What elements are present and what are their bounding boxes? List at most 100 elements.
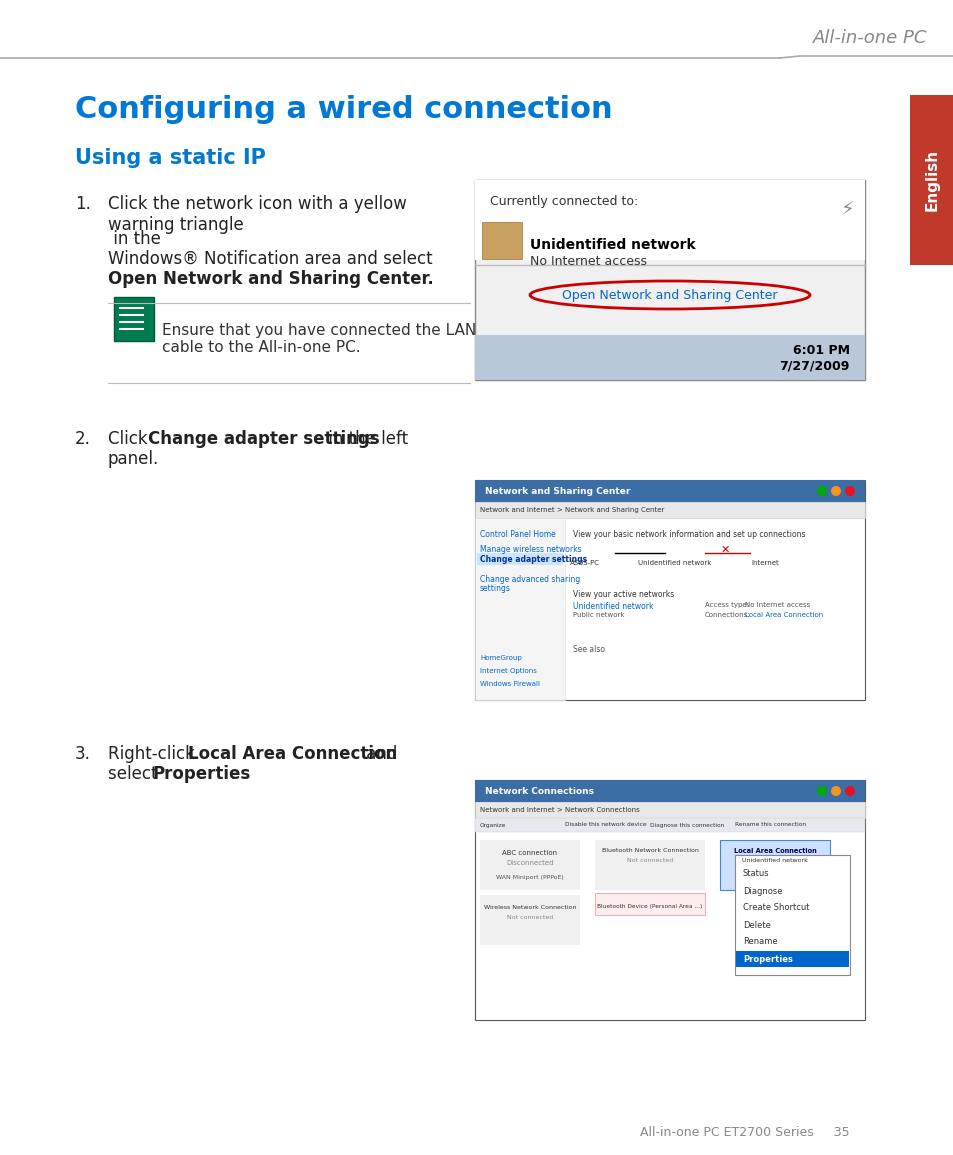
- Text: Wireless Network Connection: Wireless Network Connection: [483, 906, 576, 910]
- Text: select: select: [108, 765, 163, 783]
- Text: Click: Click: [108, 430, 152, 448]
- Text: View your active networks: View your active networks: [573, 590, 674, 599]
- Text: See also: See also: [573, 644, 604, 654]
- Text: Disconnected: Disconnected: [506, 860, 553, 866]
- Text: Local Area Connection: Local Area Connection: [188, 745, 396, 763]
- Bar: [475, 517, 564, 700]
- Bar: [475, 480, 864, 502]
- Circle shape: [816, 787, 826, 796]
- Text: Open Network and Sharing Center: Open Network and Sharing Center: [561, 289, 777, 301]
- Text: 2.: 2.: [75, 430, 91, 448]
- Circle shape: [816, 486, 826, 495]
- Text: Public network: Public network: [573, 612, 624, 618]
- Text: Using a static IP: Using a static IP: [75, 148, 266, 167]
- Text: Network and Internet > Network Connections: Network and Internet > Network Connectio…: [479, 807, 639, 813]
- Text: Ensure that you have connected the LAN
cable to the All-in-one PC.: Ensure that you have connected the LAN c…: [162, 323, 476, 356]
- Text: Right-click: Right-click: [108, 745, 200, 763]
- Text: 7/27/2009: 7/27/2009: [779, 359, 849, 373]
- Text: Network Connections: Network Connections: [484, 787, 594, 796]
- Text: Currently connected to:: Currently connected to:: [490, 195, 638, 208]
- Circle shape: [830, 787, 841, 796]
- Text: in the: in the: [108, 230, 161, 248]
- Text: Connections:: Connections:: [704, 612, 750, 618]
- Bar: [475, 502, 864, 517]
- Text: 6:01 PM: 6:01 PM: [792, 343, 849, 357]
- Text: Delete: Delete: [742, 921, 770, 930]
- Text: Click the network icon with a yellow
warning triangle: Click the network icon with a yellow war…: [108, 195, 406, 233]
- Text: Unidentified network: Unidentified network: [638, 560, 711, 566]
- Text: ✕: ✕: [720, 545, 729, 556]
- Text: English: English: [923, 149, 939, 211]
- Text: Local Area Connection: Local Area Connection: [733, 848, 816, 854]
- Text: Open Network and Sharing Center.: Open Network and Sharing Center.: [108, 270, 434, 288]
- Text: Control Panel Home: Control Panel Home: [479, 530, 556, 539]
- FancyBboxPatch shape: [720, 840, 829, 891]
- Circle shape: [830, 486, 841, 495]
- Text: Network and Sharing Center: Network and Sharing Center: [484, 486, 630, 495]
- Text: 1.: 1.: [75, 195, 91, 213]
- Text: and: and: [360, 745, 397, 763]
- FancyBboxPatch shape: [734, 855, 849, 975]
- Text: Properties: Properties: [152, 765, 251, 783]
- Text: Manage wireless networks: Manage wireless networks: [479, 545, 581, 554]
- Text: View your basic network information and set up connections: View your basic network information and …: [573, 530, 804, 539]
- Text: .: .: [230, 765, 235, 783]
- Text: Diagnose this connection: Diagnose this connection: [649, 822, 723, 827]
- Bar: [735, 951, 848, 967]
- Bar: [475, 802, 864, 818]
- Text: Change adapter settings: Change adapter settings: [148, 430, 379, 448]
- Text: Windows Firewall: Windows Firewall: [479, 681, 539, 687]
- Text: Local Area Connection: Local Area Connection: [744, 612, 822, 618]
- FancyBboxPatch shape: [481, 222, 521, 259]
- Text: Configuring a wired connection: Configuring a wired connection: [75, 95, 612, 124]
- Text: Properties: Properties: [742, 954, 792, 963]
- FancyBboxPatch shape: [595, 840, 704, 891]
- Circle shape: [844, 486, 854, 495]
- Text: Internet Options: Internet Options: [479, 668, 537, 675]
- Text: Windows® Notification area and select: Windows® Notification area and select: [108, 249, 432, 268]
- FancyBboxPatch shape: [113, 297, 153, 341]
- FancyBboxPatch shape: [476, 553, 562, 565]
- Text: Unidentified network: Unidentified network: [573, 602, 653, 611]
- FancyBboxPatch shape: [479, 840, 579, 891]
- Text: Change advanced sharing: Change advanced sharing: [479, 575, 579, 584]
- FancyBboxPatch shape: [475, 180, 864, 380]
- Text: Bluetooth Network Connection: Bluetooth Network Connection: [601, 848, 698, 854]
- Text: Not connected: Not connected: [506, 915, 553, 921]
- Bar: [475, 818, 864, 832]
- Text: ABC connection: ABC connection: [502, 850, 557, 856]
- Text: Create Shortcut: Create Shortcut: [742, 903, 809, 912]
- Circle shape: [844, 787, 854, 796]
- Text: Unidentified network: Unidentified network: [530, 238, 695, 252]
- Text: All-in-one PC ET2700 Series     35: All-in-one PC ET2700 Series 35: [639, 1126, 849, 1140]
- Text: HomeGroup: HomeGroup: [479, 655, 521, 661]
- FancyBboxPatch shape: [475, 480, 864, 700]
- FancyBboxPatch shape: [595, 893, 704, 915]
- Text: Rename: Rename: [742, 938, 777, 946]
- Text: No Internet access: No Internet access: [744, 602, 809, 608]
- Text: Status: Status: [742, 870, 769, 879]
- FancyBboxPatch shape: [475, 780, 864, 1020]
- Text: Unidentified network: Unidentified network: [741, 858, 807, 863]
- Text: in the left: in the left: [323, 430, 408, 448]
- Text: Change adapter settings: Change adapter settings: [479, 554, 586, 564]
- Text: All-in-one PC: All-in-one PC: [812, 29, 926, 47]
- FancyBboxPatch shape: [479, 895, 579, 945]
- Text: No Internet access: No Internet access: [530, 255, 646, 268]
- Text: panel.: panel.: [108, 450, 159, 468]
- Text: settings: settings: [479, 584, 511, 593]
- Text: Internet: Internet: [750, 560, 778, 566]
- Text: 3.: 3.: [75, 745, 91, 763]
- Bar: [475, 780, 864, 802]
- Text: Disable this network device: Disable this network device: [564, 822, 646, 827]
- Text: Bluetooth Device (Personal Area ...): Bluetooth Device (Personal Area ...): [597, 904, 702, 909]
- Bar: [475, 180, 864, 260]
- Text: Network and Internet > Network and Sharing Center: Network and Internet > Network and Shari…: [479, 507, 663, 513]
- Text: ⚡: ⚡: [840, 200, 853, 219]
- Text: Access type:: Access type:: [704, 602, 748, 608]
- Text: Not connected: Not connected: [626, 858, 673, 863]
- Bar: [475, 335, 864, 380]
- Text: ASUS-PC: ASUS-PC: [569, 560, 599, 566]
- Text: Diagnose: Diagnose: [742, 887, 781, 895]
- Text: Rename this connection: Rename this connection: [734, 822, 805, 827]
